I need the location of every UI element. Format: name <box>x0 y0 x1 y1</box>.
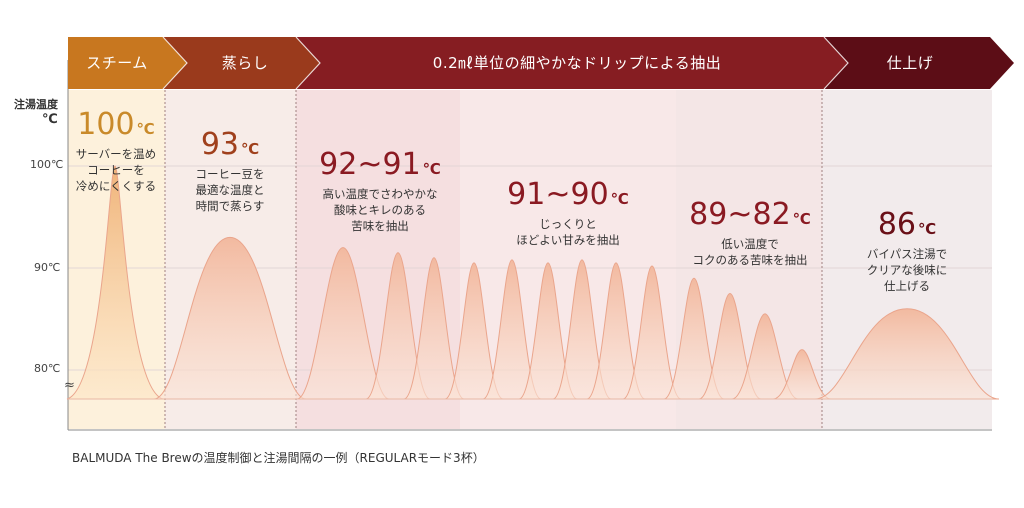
temperature-annotation: 86 ℃ バイパス注湯で クリアな後味に 仕上げる <box>832 208 982 294</box>
stage-arrow <box>296 37 848 89</box>
temperature-description: 低い温度で コクのある苦味を抽出 <box>692 237 808 267</box>
temperature-value: 89~82 ℃ <box>670 198 830 236</box>
temperature-unit: ℃ <box>136 120 155 138</box>
temperature-number: 86 <box>877 207 916 242</box>
y-axis-title: 注湯温度 <box>14 98 58 111</box>
temperature-peak <box>814 308 1000 400</box>
temperature-value: 91~90 ℃ <box>488 178 648 216</box>
temperature-description: コーヒー豆を 最適な温度と 時間で蒸らす <box>195 167 265 213</box>
stage-chevron <box>295 36 321 90</box>
stage-arrow <box>163 37 320 89</box>
stage-label: 蒸らし <box>221 54 269 72</box>
temperature-value: 92~91 ℃ <box>305 148 455 186</box>
temperature-number: 92~91 <box>319 147 421 182</box>
temperature-annotation: 91~90 ℃ じっくりと ほどよい甘みを抽出 <box>488 178 648 248</box>
temperature-annotation: 89~82 ℃ 低い温度で コクのある苦味を抽出 <box>670 198 830 268</box>
axis-break-symbol: ≈ <box>64 378 75 393</box>
temperature-number: 89~82 <box>689 197 791 232</box>
temperature-description: バイパス注湯で クリアな後味に 仕上げる <box>866 247 948 293</box>
stage-label: スチーム <box>86 54 148 72</box>
temperature-number: 100 <box>77 107 135 142</box>
temperature-annotation: 92~91 ℃ 高い温度でさわやかな 酸味とキレのある 苦味を抽出 <box>305 148 455 234</box>
temperature-unit: ℃ <box>422 160 441 178</box>
temperature-annotation: 93 ℃ コーヒー豆を 最適な温度と 時間で蒸らす <box>155 128 305 214</box>
temperature-peak <box>66 165 164 400</box>
temperature-annotation: 100 ℃ サーバーを温め コーヒーを 冷めにくくする <box>56 108 176 194</box>
temperature-number: 93 <box>200 127 239 162</box>
temperature-number: 91~90 <box>507 177 609 212</box>
temperature-value: 86 ℃ <box>832 208 982 246</box>
stage-arrow <box>68 37 187 89</box>
stage-chevron <box>162 36 188 90</box>
temperature-unit: ℃ <box>792 210 811 228</box>
temperature-value: 100 ℃ <box>56 108 176 146</box>
chart-caption: BALMUDA The Brewの温度制御と注湯間隔の一例（REGULARモード… <box>72 451 485 465</box>
temperature-peak <box>772 349 832 400</box>
temperature-description: じっくりと ほどよい甘みを抽出 <box>516 217 620 247</box>
temperature-peak <box>622 265 682 400</box>
temperature-unit: ℃ <box>610 190 629 208</box>
temperature-unit: ℃ <box>241 140 260 158</box>
stage-arrow <box>824 37 1014 89</box>
temperature-description: サーバーを温め コーヒーを 冷めにくくする <box>75 147 157 193</box>
stage-chevron <box>823 36 849 90</box>
y-tick-100: 100℃ <box>30 158 64 171</box>
y-axis-unit: ℃ <box>42 112 58 127</box>
temperature-peak <box>153 236 307 400</box>
stage-label: 0.2㎖単位の細やかなドリップによる抽出 <box>432 54 722 72</box>
y-tick-90: 90℃ <box>34 261 61 274</box>
temperature-value: 93 ℃ <box>155 128 305 166</box>
temperature-unit: ℃ <box>918 220 937 238</box>
y-tick-80: 80℃ <box>34 362 61 375</box>
stage-label: 仕上げ <box>886 54 934 72</box>
temperature-description: 高い温度でさわやかな 酸味とキレのある 苦味を抽出 <box>322 187 438 233</box>
